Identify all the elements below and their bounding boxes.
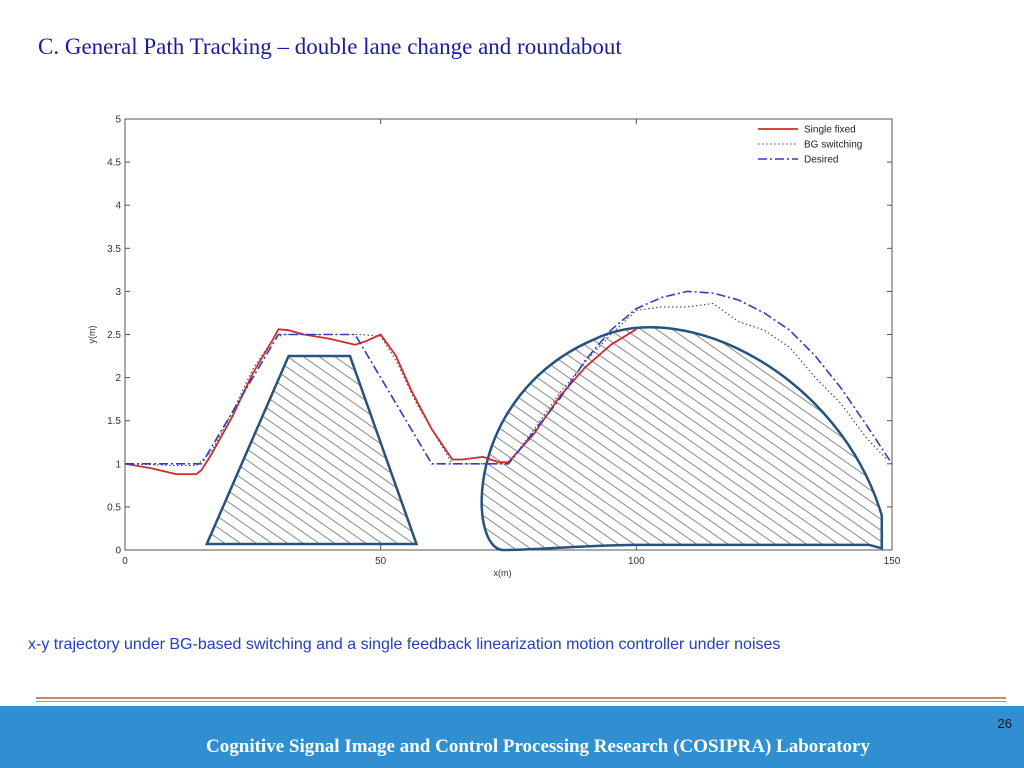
footer-lab-name: Cognitive Signal Image and Control Proce…: [206, 736, 870, 757]
slide-title: C. General Path Tracking – double lane c…: [38, 34, 622, 59]
legend-label: Desired: [804, 155, 838, 166]
series-line-desired: [125, 290, 892, 465]
y-tick-label: 5: [115, 115, 121, 126]
footer-bar: 26 Cognitive Signal Image and Control Pr…: [0, 706, 1024, 768]
y-tick-label: 1.5: [107, 416, 121, 427]
y-tick-label: 2: [115, 373, 121, 384]
y-tick-label: 3: [115, 287, 121, 298]
x-tick-label: 150: [884, 556, 901, 567]
y-axis-label: y(m): [87, 326, 97, 344]
x-tick-label: 0: [122, 556, 128, 567]
roundabout-obstacle: [480, 326, 884, 552]
trapezoid-obstacle: [204, 354, 419, 546]
figure-caption: x-y trajectory under BG-based switching …: [28, 636, 781, 653]
footer-divider: [36, 697, 1006, 699]
legend-label: BG switching: [804, 140, 862, 151]
y-tick-label: 0.5: [107, 502, 121, 513]
trajectory-plot: 0 50 100 150 0 0.5 1 1.5 2 2.5 3 3.5 4 4.5 5 x(m) y(m) S…: [70, 95, 930, 595]
x-tick-label: 50: [375, 556, 387, 567]
y-tick-label: 2.5: [107, 330, 121, 341]
y-tick-label: 0: [115, 546, 121, 557]
legend-label: Single fixed: [804, 125, 856, 136]
y-tick-label: 3.5: [107, 244, 121, 255]
y-tick-label: 4.5: [107, 158, 121, 169]
footer-divider-thin: [36, 701, 1006, 702]
x-tick-label: 100: [628, 556, 645, 567]
page-number: 26: [997, 716, 1012, 731]
y-tick-label: 1: [115, 459, 121, 470]
y-tick-label: 4: [115, 201, 121, 212]
trajectory-chart-svg: 0 50 100 150 0 0.5 1 1.5 2 2.5 3 3.5 4 4.5 5 x(m) y(m) S…: [87, 115, 901, 579]
x-axis-label: x(m): [494, 568, 512, 578]
